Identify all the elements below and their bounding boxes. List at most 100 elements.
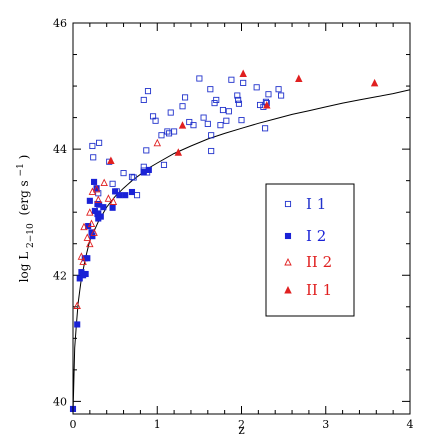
y-label-sub: 2−10 [26,223,36,248]
data-point [164,128,171,135]
data-point [158,132,165,139]
data-point [238,117,245,124]
data-point [295,74,303,82]
data-point [208,147,215,155]
y-tick-label: 46 [53,17,67,30]
legend-label: II 2 [306,253,332,271]
data-point [89,233,96,240]
data-point [278,92,285,99]
data-point [240,79,247,86]
legend-marker [284,285,292,294]
data-point [174,148,183,156]
data-point [178,121,187,129]
data-point [190,122,197,129]
data-point [112,188,119,195]
data-point [74,321,81,328]
x-tick-label: 4 [407,418,414,431]
data-point [234,92,241,99]
data-point [153,138,162,147]
data-point [73,301,81,309]
data-point [208,132,215,139]
data-point [76,275,83,282]
y-tick-label: 40 [53,395,67,408]
data-point [200,114,207,121]
data-point [87,219,96,227]
data-point [128,173,136,180]
y-tick-label: 44 [53,143,67,156]
data-point [122,192,129,199]
legend-label: II 1 [306,281,332,299]
data-point [165,130,173,137]
data-point [109,197,118,205]
data-point [77,252,86,260]
data-point [82,270,89,278]
data-point [116,192,123,199]
data-point [109,180,116,187]
legend-marker [284,232,292,240]
data-point [130,174,137,181]
data-point [204,120,211,127]
data-point [92,184,101,193]
data-point [145,166,152,173]
threshold-curve [72,89,411,415]
data-point [100,178,108,187]
axis-ticks [72,22,411,414]
x-tick-label: 0 [70,418,77,431]
data-point [262,125,269,132]
data-point [219,106,227,114]
data-point [104,194,113,202]
data-point [83,233,92,241]
data-point [171,128,178,135]
data-point [217,122,224,129]
data-point [79,257,87,265]
data-point [256,101,264,109]
data-point [97,213,104,220]
data-point [128,188,136,196]
data-point [91,178,98,185]
data-point [86,208,94,216]
data-point [140,163,147,170]
x-tick-label: 1 [154,418,161,431]
data-point [140,96,147,103]
data-point [90,154,97,161]
y-label-main: log L [17,252,31,283]
data-point [109,204,116,211]
data-point [89,142,96,150]
data-point [167,109,174,116]
data-point [133,192,141,199]
legend-label: I 2 [306,227,326,245]
data-point [84,255,91,262]
x-tick-label: 2 [238,418,245,431]
data-point [211,100,218,107]
y-label-unit-end: ) [17,155,31,160]
data-point [86,197,93,204]
data-point [160,161,168,168]
data-point [140,169,147,176]
tick-labels: 0 1 2 3 4 40 42 44 46 [53,17,414,431]
data-point [235,100,243,107]
data-point [223,117,230,124]
data-point [182,94,189,101]
data-point [94,195,103,204]
x-axis-label: z [238,423,244,436]
data-point [107,156,115,164]
y-tick-label: 42 [53,269,67,282]
legend-marker [284,200,292,208]
data-point [213,96,220,103]
data-point [120,170,127,177]
data-point [275,86,282,93]
legend-marker [284,257,292,266]
data-point [370,78,379,87]
data-point [253,84,260,91]
legend-label: I 1 [306,195,326,213]
legend-box [265,183,355,317]
data-point [239,69,247,77]
data-point [144,88,152,95]
y-label-unit-sup: −1 [16,163,26,176]
points-layer [69,69,379,413]
data-point [96,139,103,146]
y-axis-label: log L 2−10 (erg s −1 ) [16,155,36,283]
data-point [186,118,193,126]
y-label-unit: (erg s [17,180,31,215]
